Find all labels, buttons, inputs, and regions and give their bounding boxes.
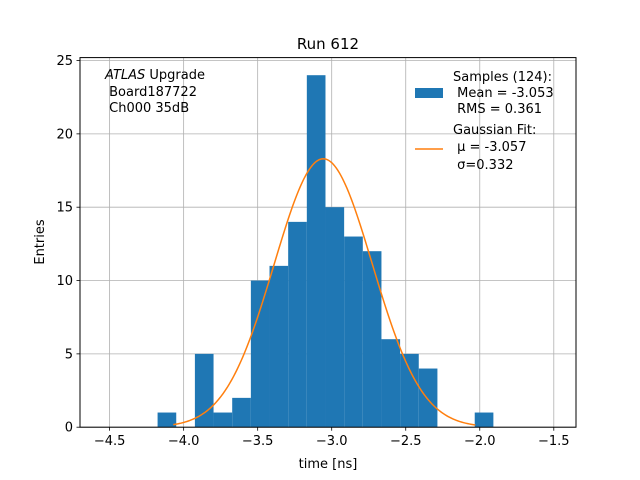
histogram-bar — [306, 75, 326, 428]
chart-title: Run 612 — [297, 35, 359, 53]
legend-fit-line-1: Gaussian Fit: — [453, 123, 536, 138]
histogram-bar — [381, 339, 401, 428]
x-tick-label: −4.0 — [168, 434, 200, 449]
annotation-upgrade: Upgrade — [145, 68, 205, 83]
histogram-bar — [325, 207, 345, 428]
x-tick-label: −2.0 — [464, 434, 496, 449]
plot-frame — [79, 57, 577, 428]
legend: Samples (124): Mean = -3.053 RMS = 0.361… — [415, 70, 554, 173]
legend-histogram-swatch — [415, 88, 443, 98]
y-tick-label: 15 — [56, 201, 73, 216]
x-tick-label: −3.0 — [316, 434, 348, 449]
atlas-annotation: ATLAS Upgrade Board187722 Ch000 35dB — [104, 68, 205, 116]
histogram-bar — [474, 412, 494, 428]
histogram-bar — [269, 265, 289, 428]
legend-samples-line-1: Samples (124): — [453, 70, 552, 85]
y-tick-label: 25 — [56, 54, 73, 69]
legend-fit-line-3: σ=0.332 — [453, 158, 513, 173]
annotation-line-3: Ch000 35dB — [105, 101, 189, 116]
x-tick-label: −3.5 — [242, 434, 274, 449]
x-tick-label: −1.5 — [538, 434, 570, 449]
x-tick-label: −2.5 — [390, 434, 422, 449]
histogram-bar — [418, 368, 438, 428]
legend-samples-line-3: RMS = 0.361 — [453, 102, 542, 117]
histogram-bar — [213, 412, 233, 428]
y-axis-ticks: 0 5 10 15 20 25 — [56, 54, 80, 436]
y-tick-label: 20 — [56, 127, 73, 142]
histogram-bars — [157, 75, 494, 428]
histogram-bar — [157, 412, 177, 428]
y-tick-label: 0 — [65, 421, 73, 436]
x-axis-ticks: −4.5 −4.0 −3.5 −3.0 −2.5 −2.0 −1.5 — [94, 427, 570, 449]
annotation-line-2: Board187722 — [105, 85, 197, 100]
gaussian-fit-curve — [173, 158, 476, 426]
x-axis-label: time [ns] — [299, 457, 358, 472]
histogram-bar — [232, 397, 251, 428]
histogram-bar — [362, 251, 382, 428]
histogram-bar — [250, 280, 270, 428]
histogram-bar — [400, 353, 419, 428]
y-tick-label: 10 — [56, 274, 73, 289]
y-tick-label: 5 — [65, 347, 73, 362]
histogram-bar — [288, 221, 307, 428]
histogram-bar — [344, 236, 363, 428]
legend-fit-line-2: μ = -3.057 — [453, 140, 526, 155]
y-axis-label: Entries — [33, 219, 48, 265]
x-tick-label: −4.5 — [94, 434, 126, 449]
annotation-line-1: ATLAS Upgrade — [104, 68, 205, 83]
annotation-atlas-italic: ATLAS — [104, 68, 145, 83]
legend-samples-line-2: Mean = -3.053 — [453, 86, 554, 101]
